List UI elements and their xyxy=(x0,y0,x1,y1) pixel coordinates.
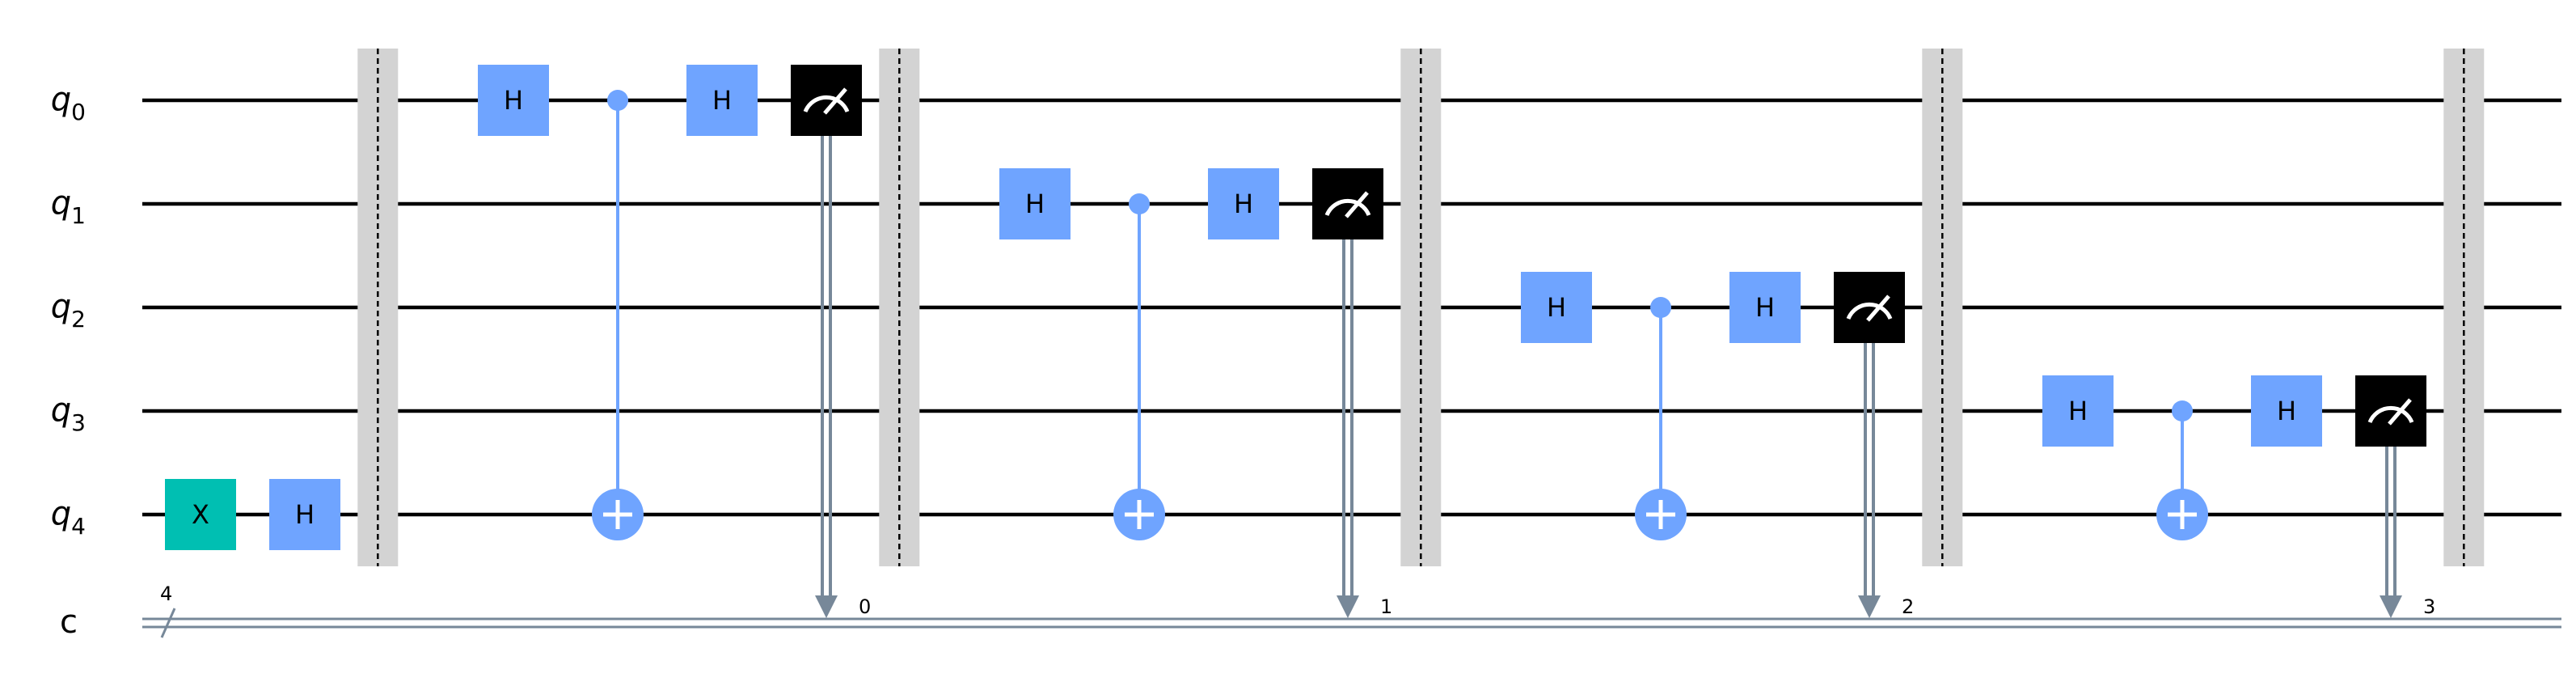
measure-arrow-icon xyxy=(815,595,838,618)
cnot-control-dot xyxy=(2172,400,2193,422)
gate-label: H xyxy=(504,85,523,116)
gate-label: H xyxy=(2277,396,2296,426)
register-size-slash xyxy=(160,608,176,638)
meter-needle-icon xyxy=(1866,294,1890,322)
measure-bit-label: 1 xyxy=(1380,595,1392,618)
meter-icon xyxy=(1324,198,1371,217)
gate-label: H xyxy=(2068,396,2088,426)
h-gate xyxy=(999,168,1071,239)
gate-label: H xyxy=(712,85,732,116)
h-gate xyxy=(2042,375,2114,447)
cnot-control-dot xyxy=(607,90,628,111)
measure-gate xyxy=(1834,272,1905,343)
meter-needle-icon xyxy=(823,87,847,115)
measure-bit-label: 3 xyxy=(2423,595,2435,618)
h-gate xyxy=(478,65,549,136)
gate-connections: 0 1 2 3 xyxy=(616,100,2435,618)
gate-label: H xyxy=(295,499,315,530)
classical-register-wire: 4 xyxy=(142,582,2561,638)
measure-arrow-icon xyxy=(1858,595,1881,618)
gate-label: H xyxy=(1547,292,1566,323)
qubit-label-q4: q4 xyxy=(51,495,86,540)
barriers xyxy=(357,49,2485,566)
measure-gate xyxy=(791,65,862,136)
measure-arrow-icon xyxy=(1337,595,1359,618)
register-labels: q0 q1 q2 q3 q4 c xyxy=(51,81,86,641)
measure-arrow-icon xyxy=(2380,595,2402,618)
meter-icon xyxy=(2367,405,2414,424)
h-gate xyxy=(686,65,758,136)
gate-label: H xyxy=(1234,189,1253,219)
gate-label: X xyxy=(192,499,209,530)
measure-bit-label: 2 xyxy=(1902,595,1914,618)
cnot-control-dot xyxy=(1650,297,1671,318)
h-gate xyxy=(1208,168,1279,239)
register-size-label: 4 xyxy=(160,582,172,605)
qubit-label-q0: q0 xyxy=(51,81,86,125)
h-gate xyxy=(1521,272,1592,343)
h-gate xyxy=(269,479,340,550)
x-gate xyxy=(165,479,236,550)
measure-bit-label: 0 xyxy=(859,595,871,618)
gate-label: H xyxy=(1025,189,1045,219)
gates: X H H H H H H H H H xyxy=(165,65,2426,550)
qubit-label-q1: q1 xyxy=(51,184,86,229)
meter-needle-icon xyxy=(1345,191,1369,218)
meter-needle-icon xyxy=(2388,398,2412,426)
qubit-label-q2: q2 xyxy=(51,288,86,333)
h-gate xyxy=(1729,272,1801,343)
meter-icon xyxy=(803,95,850,113)
h-gate xyxy=(2251,375,2322,447)
measure-gate xyxy=(1312,168,1383,239)
qubit-label-q3: q3 xyxy=(51,392,86,436)
gate-label: H xyxy=(1755,292,1775,323)
meter-icon xyxy=(1846,302,1893,320)
classical-register-label: c xyxy=(60,604,78,641)
measure-gate xyxy=(2355,375,2426,447)
cnot-control-dot xyxy=(1129,193,1150,214)
